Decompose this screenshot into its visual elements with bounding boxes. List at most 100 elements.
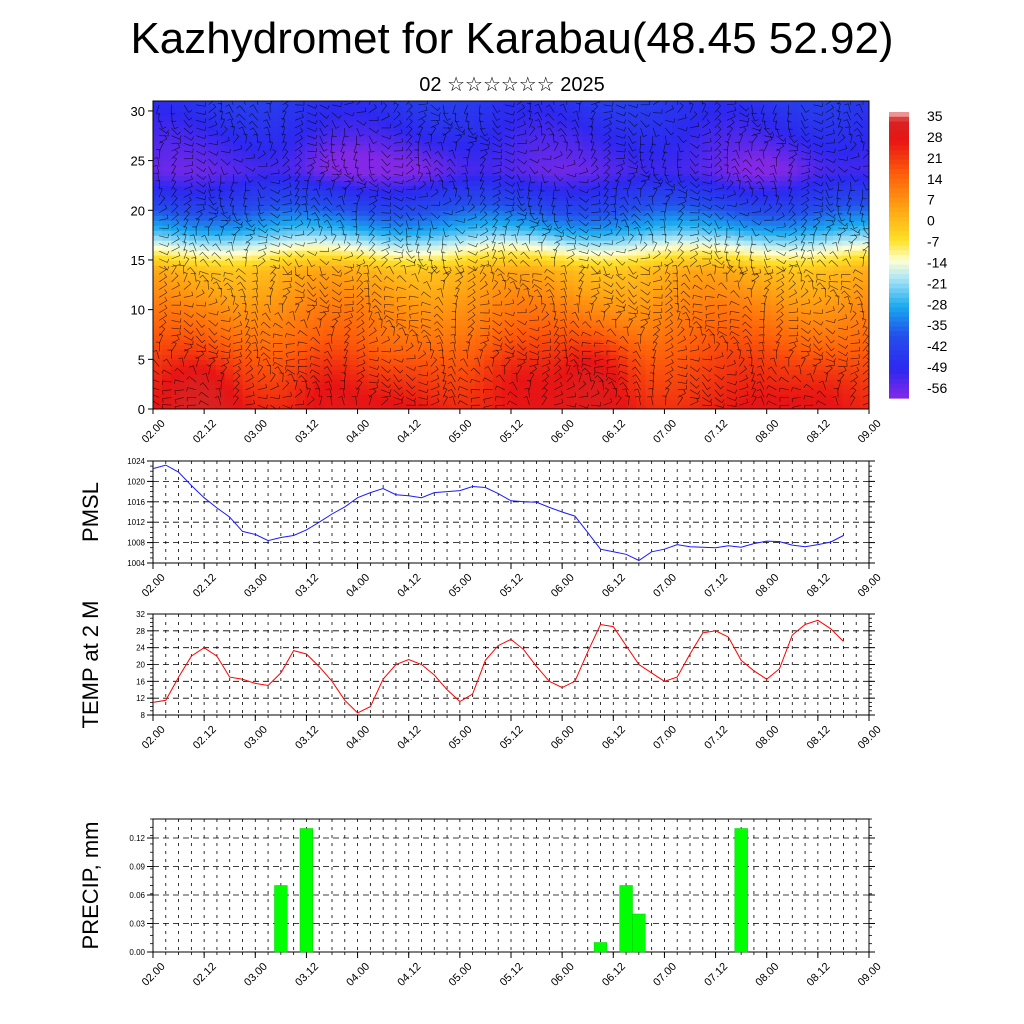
heatmap-cell — [842, 250, 852, 256]
heatmap-cell — [242, 120, 253, 127]
heatmap-cell — [833, 359, 843, 365]
heatmap-cell — [349, 364, 360, 370]
heatmap-cell — [833, 101, 843, 107]
heatmap-cell — [698, 359, 709, 365]
heatmap-cell — [439, 235, 449, 241]
heatmap-cell — [332, 145, 342, 152]
heatmap-cell — [842, 309, 852, 316]
heatmap-cell — [376, 399, 387, 405]
heatmap-cell — [251, 220, 261, 226]
heatmap-cell — [493, 274, 503, 281]
heatmap-cell — [475, 125, 485, 132]
heatmap-cell — [636, 210, 646, 216]
heatmap-cell — [698, 314, 709, 321]
heatmap-cell — [314, 309, 324, 316]
heatmap-cell — [761, 255, 772, 261]
heatmap-cell — [332, 269, 342, 276]
heatmap-cell — [573, 145, 584, 152]
heatmap-cell — [761, 289, 772, 296]
heatmap-cell — [815, 364, 825, 370]
heatmap-cell — [430, 165, 440, 172]
heatmap-cell — [600, 140, 611, 147]
heatmap-cell — [618, 324, 628, 331]
heatmap-cell — [475, 215, 485, 221]
heatmap-cell — [332, 200, 342, 206]
heatmap-cell — [376, 230, 387, 236]
heatmap-cell — [761, 220, 772, 226]
heatmap-cell — [627, 145, 637, 152]
heatmap-cell — [475, 274, 485, 281]
heatmap-cell — [332, 205, 342, 211]
heatmap-cell — [779, 250, 790, 256]
heatmap-cell — [851, 404, 861, 409]
heatmap-cell — [806, 279, 816, 286]
heatmap-cell — [564, 369, 575, 375]
heatmap-cell — [806, 185, 816, 192]
heatmap-cell — [797, 115, 807, 122]
heatmap-cell — [806, 369, 816, 375]
heatmap-cell — [153, 359, 163, 365]
heatmap-cell — [716, 394, 727, 400]
heatmap-cell — [314, 160, 324, 167]
heatmap-cell — [323, 205, 333, 211]
heatmap-cell — [466, 399, 476, 405]
heatmap-cell — [242, 269, 253, 276]
heatmap-cell — [314, 279, 324, 286]
heatmap-cell — [251, 250, 261, 256]
heatmap-cell — [349, 115, 360, 122]
heatmap-cell — [698, 269, 709, 276]
heatmap-cell — [555, 135, 566, 142]
heatmap-cell — [439, 309, 449, 316]
heatmap-cell — [511, 379, 521, 385]
heatmap-cell — [287, 299, 297, 306]
heatmap-cell — [367, 190, 378, 196]
heatmap-cell — [215, 354, 226, 360]
heatmap-cell — [672, 155, 682, 162]
heatmap-cell — [296, 150, 306, 157]
heatmap-cell — [179, 334, 190, 341]
heatmap-cell — [591, 284, 602, 291]
heatmap-cell — [806, 165, 816, 172]
heatmap-cell — [260, 135, 270, 142]
heatmap-cell — [385, 250, 396, 256]
heatmap-cell — [627, 339, 637, 346]
heatmap-cell — [457, 220, 467, 226]
heatmap-cell — [385, 190, 396, 196]
heatmap-cell — [278, 240, 288, 246]
heatmap-cell — [627, 125, 637, 132]
heatmap-cell — [421, 369, 432, 375]
heatmap-cell — [725, 130, 736, 137]
heatmap-cell — [672, 374, 682, 380]
heatmap-cell — [332, 185, 342, 192]
heatmap-cell — [251, 155, 261, 162]
heatmap-cell — [153, 245, 163, 251]
heatmap-cell — [340, 404, 351, 409]
heatmap-cell — [690, 215, 700, 221]
heatmap-cell — [636, 344, 646, 350]
heatmap-cell — [412, 274, 423, 281]
heatmap-cell — [600, 190, 611, 196]
heatmap-cell — [663, 190, 673, 196]
heatmap-cell — [743, 185, 754, 192]
heatmap-cell — [215, 175, 226, 182]
heatmap-cell — [779, 314, 790, 321]
heatmap-cell — [528, 205, 539, 211]
heatmap-cell — [215, 319, 226, 326]
heatmap-cell — [609, 175, 619, 182]
heatmap-cell — [734, 319, 745, 326]
heatmap-cell — [233, 125, 244, 132]
heatmap-cell — [690, 165, 700, 172]
heatmap-cell — [161, 140, 172, 147]
heatmap-cell — [376, 304, 387, 311]
heatmap-cell — [349, 354, 360, 360]
heatmap-cell — [725, 314, 736, 321]
heatmap-cell — [466, 205, 476, 211]
heatmap-cell — [367, 235, 378, 241]
heatmap-cell — [215, 115, 226, 122]
heatmap-cell — [770, 274, 781, 281]
heatmap-cell — [860, 369, 869, 375]
heatmap-cell — [833, 230, 843, 236]
heatmap-cell — [797, 125, 807, 132]
heatmap-cell — [636, 235, 646, 241]
heatmap-cell — [197, 404, 208, 409]
